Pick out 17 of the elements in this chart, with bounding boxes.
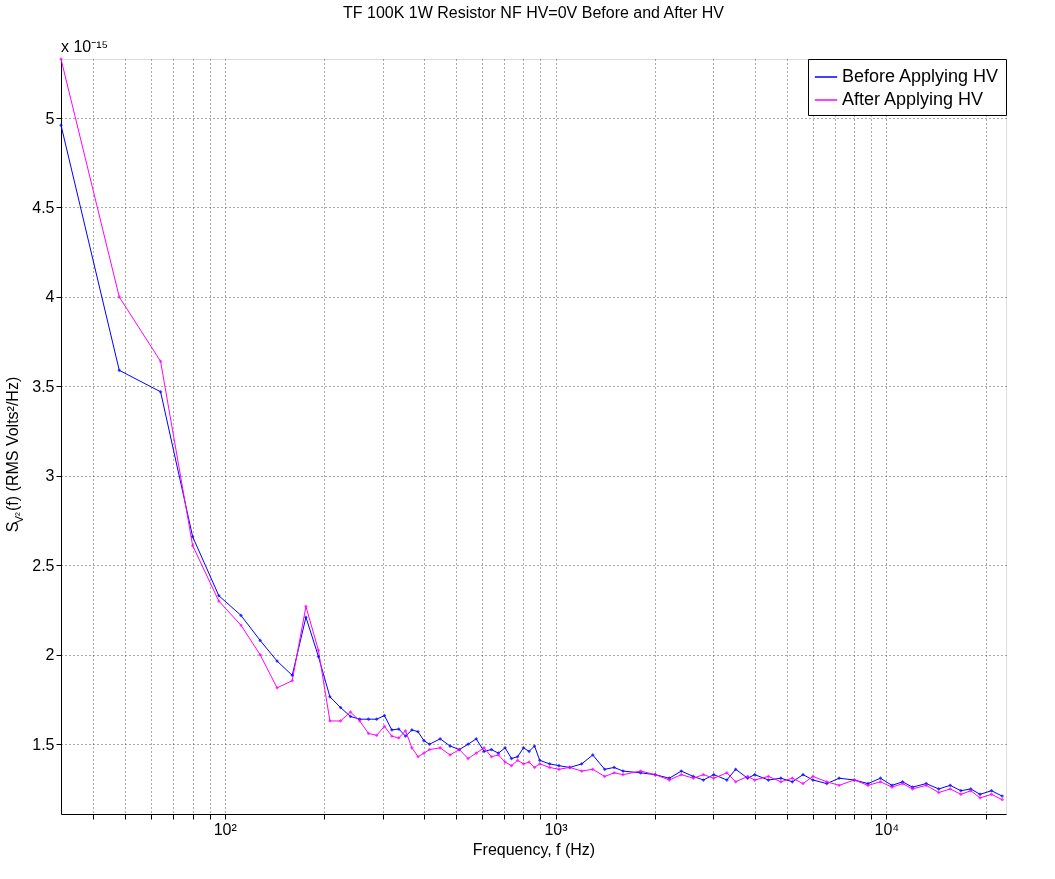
chart-title: TF 100K 1W Resistor NF HV=0V Before and After HV xyxy=(342,4,725,21)
text: x 10⁻¹⁵ xyxy=(61,38,109,55)
x-tick-label: 10³ xyxy=(544,820,569,838)
y-axis-title: SV²(f) (RMS Volts²/Hz) xyxy=(4,376,25,533)
y-tick-label: 4 xyxy=(45,288,55,306)
legend-label: Before Applying HV xyxy=(842,66,999,86)
y-tick-label: 2.5 xyxy=(32,556,55,574)
x-tick-label: 10⁴ xyxy=(874,820,900,838)
x-axis-title: Frequency, f (Hz) xyxy=(472,840,596,858)
x-tick-label: 10² xyxy=(213,820,238,838)
y-tick-label: 3 xyxy=(45,467,55,485)
y-tick-label: 5 xyxy=(45,109,55,127)
y-tick-label: 2 xyxy=(45,646,55,664)
y-tick-label: 4.5 xyxy=(32,199,55,216)
legend-label: After Applying HV xyxy=(842,89,984,109)
y-tick-label: 3.5 xyxy=(32,377,55,395)
y-tick-label: 1.5 xyxy=(32,735,55,753)
